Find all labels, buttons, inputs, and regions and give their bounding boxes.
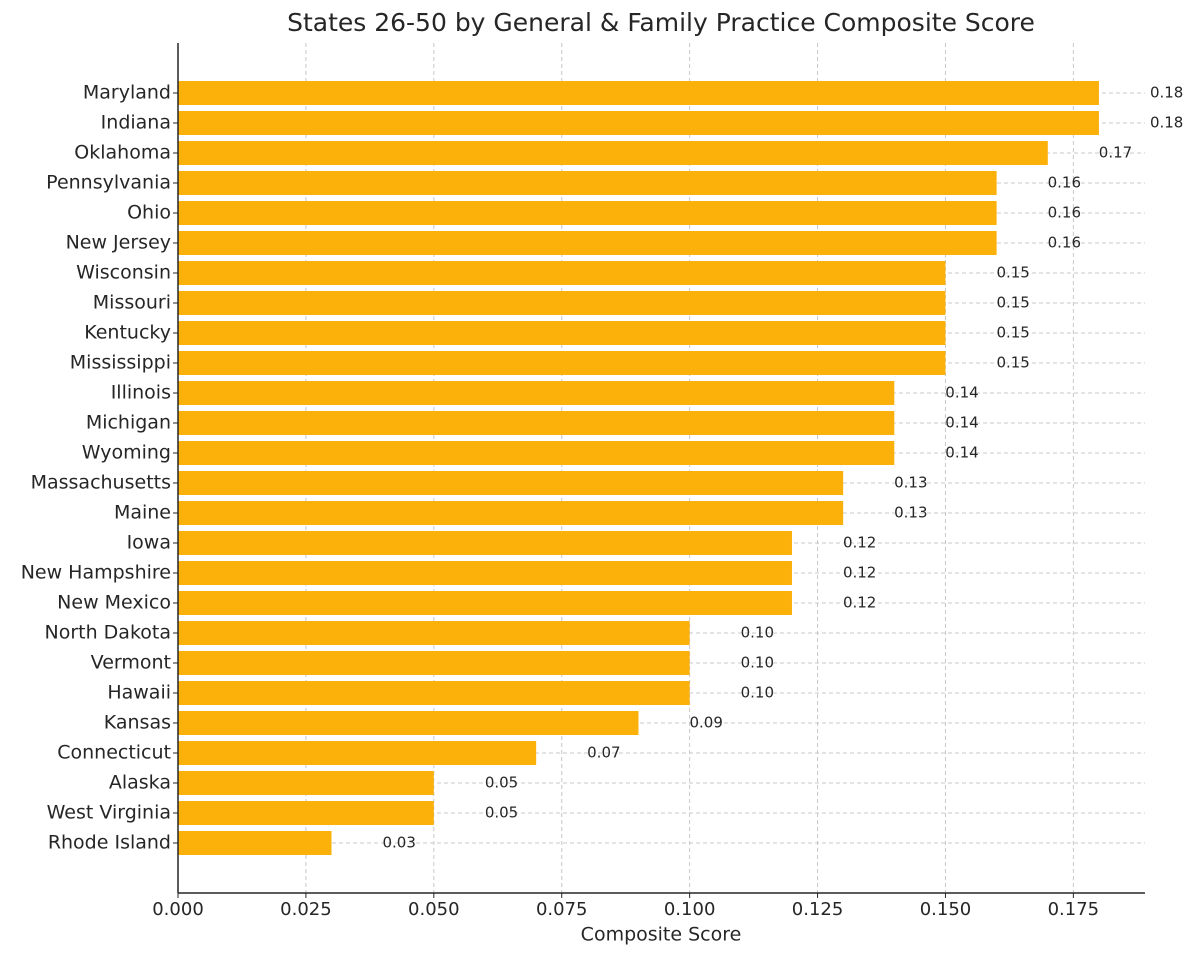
y-tick-label: Alaska xyxy=(109,772,171,794)
value-label: 0.15 xyxy=(996,324,1029,342)
y-tick-label: Illinois xyxy=(111,382,171,404)
y-tick-label: Maine xyxy=(114,502,171,524)
value-label: 0.03 xyxy=(382,834,415,852)
bar xyxy=(178,591,792,615)
x-tick-label: 0.150 xyxy=(920,899,972,920)
value-label: 0.18 xyxy=(1150,84,1183,102)
x-tick-label: 0.050 xyxy=(408,899,460,920)
bar xyxy=(178,201,997,225)
x-tick-label: 0.075 xyxy=(536,899,588,920)
y-tick-label: Massachusetts xyxy=(31,472,171,494)
y-tick-label: Michigan xyxy=(86,412,171,434)
bar xyxy=(178,231,997,255)
value-label: 0.12 xyxy=(843,534,876,552)
value-label: 0.18 xyxy=(1150,114,1183,132)
value-label: 0.15 xyxy=(996,294,1029,312)
y-tick-label: Rhode Island xyxy=(48,832,171,854)
y-tick-label: Missouri xyxy=(93,292,171,314)
value-label: 0.05 xyxy=(485,774,518,792)
chart-title: States 26-50 by General & Family Practic… xyxy=(287,8,1035,37)
bar xyxy=(178,651,690,675)
x-tick-label: 0.000 xyxy=(152,899,204,920)
y-tick-label: Indiana xyxy=(101,112,171,134)
bar xyxy=(178,771,434,795)
bar xyxy=(178,351,946,375)
bar xyxy=(178,711,639,735)
y-tick-label: Connecticut xyxy=(57,742,171,764)
value-label: 0.15 xyxy=(996,354,1029,372)
bar xyxy=(178,291,946,315)
value-label: 0.05 xyxy=(485,804,518,822)
y-tick-label: Pennsylvania xyxy=(46,172,171,194)
x-tick-label: 0.125 xyxy=(792,899,844,920)
y-tick-label: Oklahoma xyxy=(74,142,171,164)
bar xyxy=(178,261,946,285)
x-tick-label: 0.175 xyxy=(1048,899,1100,920)
bar xyxy=(178,621,690,645)
bar xyxy=(178,111,1099,135)
value-label: 0.16 xyxy=(1048,174,1081,192)
y-tick-label: West Virginia xyxy=(47,802,171,824)
bar xyxy=(178,141,1048,165)
y-tick-label: Mississippi xyxy=(70,352,171,374)
y-tick-label: Ohio xyxy=(127,202,171,224)
value-label: 0.09 xyxy=(689,714,722,732)
y-tick-label: New Mexico xyxy=(57,592,171,614)
x-axis-label: Composite Score xyxy=(581,924,742,946)
value-label: 0.10 xyxy=(741,684,774,702)
y-tick-label: Kansas xyxy=(104,712,171,734)
bar xyxy=(178,381,895,405)
value-label: 0.10 xyxy=(741,654,774,672)
y-tick-label: Wyoming xyxy=(82,442,171,464)
value-label: 0.14 xyxy=(945,444,978,462)
value-label: 0.16 xyxy=(1048,234,1081,252)
y-tick-label: North Dakota xyxy=(45,622,172,644)
x-tick-label: 0.100 xyxy=(664,899,716,920)
y-tick-label: Maryland xyxy=(83,82,171,104)
bar xyxy=(178,681,690,705)
value-label: 0.16 xyxy=(1048,204,1081,222)
value-label: 0.10 xyxy=(741,624,774,642)
value-label: 0.13 xyxy=(894,474,927,492)
bar xyxy=(178,411,895,435)
y-tick-label: Kentucky xyxy=(84,322,171,344)
bar xyxy=(178,741,537,765)
bar xyxy=(178,471,844,495)
bar xyxy=(178,441,895,465)
bar xyxy=(178,801,434,825)
value-label: 0.12 xyxy=(843,564,876,582)
bar xyxy=(178,531,792,555)
bar xyxy=(178,81,1099,105)
y-tick-label: Hawaii xyxy=(107,682,171,704)
y-tick-label: Iowa xyxy=(127,532,171,554)
y-tick-label: New Hampshire xyxy=(21,562,171,584)
value-label: 0.15 xyxy=(996,264,1029,282)
bar xyxy=(178,321,946,345)
bar xyxy=(178,171,997,195)
y-tick-label: Vermont xyxy=(91,652,171,674)
value-label: 0.07 xyxy=(587,744,620,762)
bar xyxy=(178,501,844,525)
x-tick-label: 0.025 xyxy=(280,899,332,920)
value-label: 0.12 xyxy=(843,594,876,612)
bar xyxy=(178,561,792,585)
value-label: 0.13 xyxy=(894,504,927,522)
bar xyxy=(178,831,332,855)
value-label: 0.14 xyxy=(945,384,978,402)
value-label: 0.14 xyxy=(945,414,978,432)
value-label: 0.17 xyxy=(1099,144,1132,162)
y-tick-label: New Jersey xyxy=(66,232,171,254)
y-tick-label: Wisconsin xyxy=(76,262,171,284)
